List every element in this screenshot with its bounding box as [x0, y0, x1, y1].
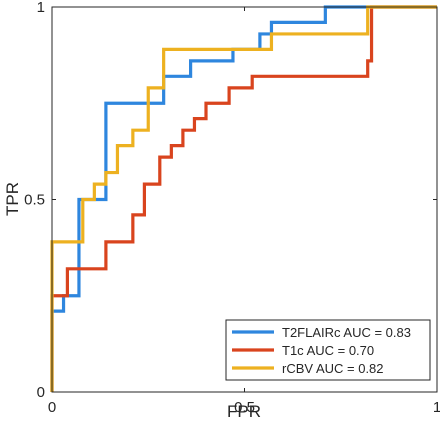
series-layer [50, 5, 437, 392]
y-tick-label: 0.5 [24, 192, 45, 209]
x-axis-label: FPR [227, 402, 261, 421]
y-tick-label: 1 [37, 0, 45, 16]
y-tick-label: 0 [37, 384, 45, 401]
series-line-1 [50, 5, 437, 392]
legend-label: T2FLAIRc AUC = 0.83 [282, 325, 411, 340]
legend-label: rCBV AUC = 0.82 [282, 361, 384, 376]
x-tick-label: 0.5 [234, 399, 255, 416]
x-tick-label: 0 [48, 399, 56, 416]
x-tick-label: 1 [433, 399, 440, 416]
y-axis-label: TPR [3, 182, 22, 216]
legend: T2FLAIRc AUC = 0.83 T1c AUC = 0.70 rCBV AU… [225, 319, 431, 381]
series-line-3 [50, 5, 437, 392]
series-line-2 [50, 5, 437, 392]
axes-layer: 0 0.5 1 0 0.5 1 [24, 0, 440, 416]
legend-label: T1c AUC = 0.70 [282, 343, 374, 358]
